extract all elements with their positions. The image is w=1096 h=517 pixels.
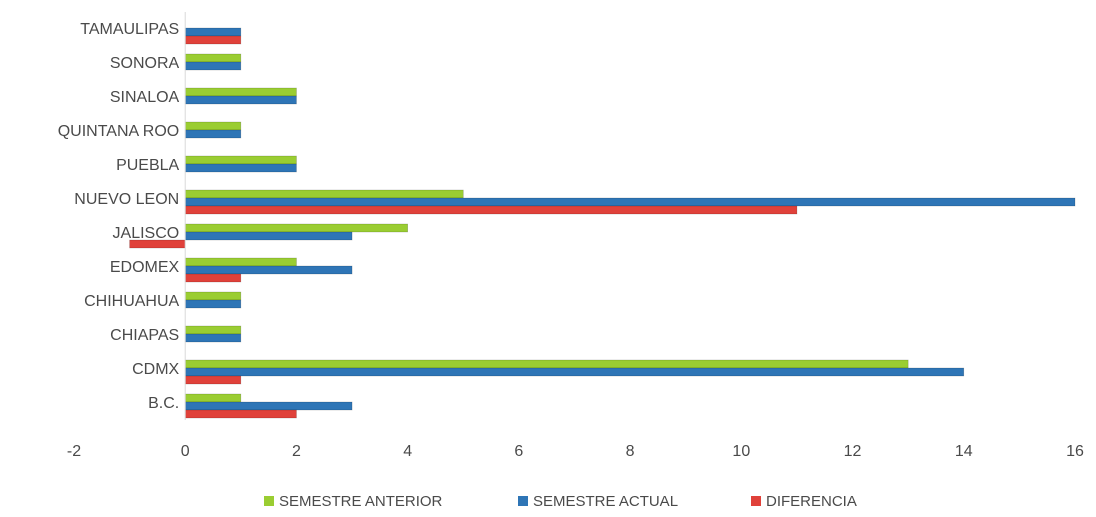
tick-label: 12	[844, 443, 862, 460]
bar-diferencia	[184, 409, 297, 419]
bar-semestre-actual	[184, 401, 353, 411]
bar-semestre-actual	[184, 27, 242, 37]
tick-label: 6	[514, 443, 523, 460]
category-label: CHIHUAHUA	[84, 293, 179, 310]
tick-label: 4	[403, 443, 412, 460]
category-label: PUEBLA	[116, 157, 179, 174]
legend-swatch	[264, 496, 274, 506]
value-axis-tick-labels: -2 0 2 4 6 8 10 12 14 16	[67, 443, 1084, 460]
tick-label: 14	[955, 443, 973, 460]
tick-label: 2	[292, 443, 301, 460]
tick-label: 10	[732, 443, 750, 460]
bars-layer	[129, 27, 1076, 419]
bar-semestre-anterior	[184, 393, 242, 403]
tick-label: 0	[181, 443, 190, 460]
category-label: CHIAPAS	[110, 327, 179, 344]
tick-label: 16	[1066, 443, 1084, 460]
legend-swatch	[751, 496, 761, 506]
tick-label: 8	[626, 443, 635, 460]
bar-diferencia	[184, 273, 242, 283]
bar-semestre-actual	[184, 299, 242, 309]
bar-semestre-actual	[184, 197, 1076, 207]
category-label: TAMAULIPAS	[80, 21, 179, 38]
bar-semestre-anterior	[184, 325, 242, 335]
legend-swatch	[518, 496, 528, 506]
legend-label: SEMESTRE ANTERIOR	[279, 493, 443, 510]
bar-semestre-anterior	[184, 257, 297, 267]
category-label: EDOMEX	[110, 259, 180, 276]
bar-semestre-anterior	[184, 155, 297, 165]
bar-semestre-anterior	[184, 53, 242, 63]
category-labels: TAMAULIPAS SONORA SINALOA QUINTANA ROO PUEBL…	[58, 21, 180, 412]
bar-semestre-anterior	[184, 291, 242, 301]
bar-diferencia	[184, 205, 798, 215]
legend-label: DIFERENCIA	[766, 493, 857, 510]
bar-semestre-actual	[184, 95, 297, 105]
bar-semestre-actual	[184, 129, 242, 139]
bar-semestre-anterior	[184, 359, 909, 369]
bar-semestre-anterior	[184, 121, 242, 131]
category-label: SINALOA	[110, 89, 180, 106]
bar-diferencia	[184, 35, 242, 45]
bar-semestre-actual	[184, 367, 965, 377]
category-label: JALISCO	[113, 225, 180, 242]
bar-semestre-anterior	[184, 223, 408, 233]
bar-diferencia	[184, 375, 242, 385]
legend: SEMESTRE ANTERIOR SEMESTRE ACTUAL DIFERENC…	[264, 493, 857, 510]
bar-semestre-anterior	[184, 87, 297, 97]
category-label: QUINTANA ROO	[58, 123, 180, 140]
bar-semestre-actual	[184, 231, 353, 241]
bar-semestre-actual	[184, 163, 297, 173]
category-label: NUEVO LEON	[74, 191, 179, 208]
bar-semestre-actual	[184, 61, 242, 71]
tick-label: -2	[67, 443, 81, 460]
category-label: SONORA	[110, 55, 180, 72]
bar-semestre-actual	[184, 265, 353, 275]
bar-semestre-anterior	[184, 189, 464, 199]
category-label: B.C.	[148, 395, 179, 412]
bar-semestre-actual	[184, 333, 242, 343]
legend-label: SEMESTRE ACTUAL	[533, 493, 678, 510]
category-label: CDMX	[132, 361, 179, 378]
